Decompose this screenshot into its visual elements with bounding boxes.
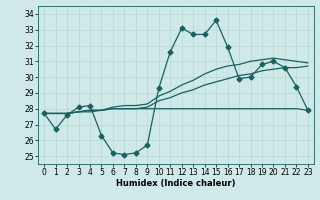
X-axis label: Humidex (Indice chaleur): Humidex (Indice chaleur) [116,179,236,188]
